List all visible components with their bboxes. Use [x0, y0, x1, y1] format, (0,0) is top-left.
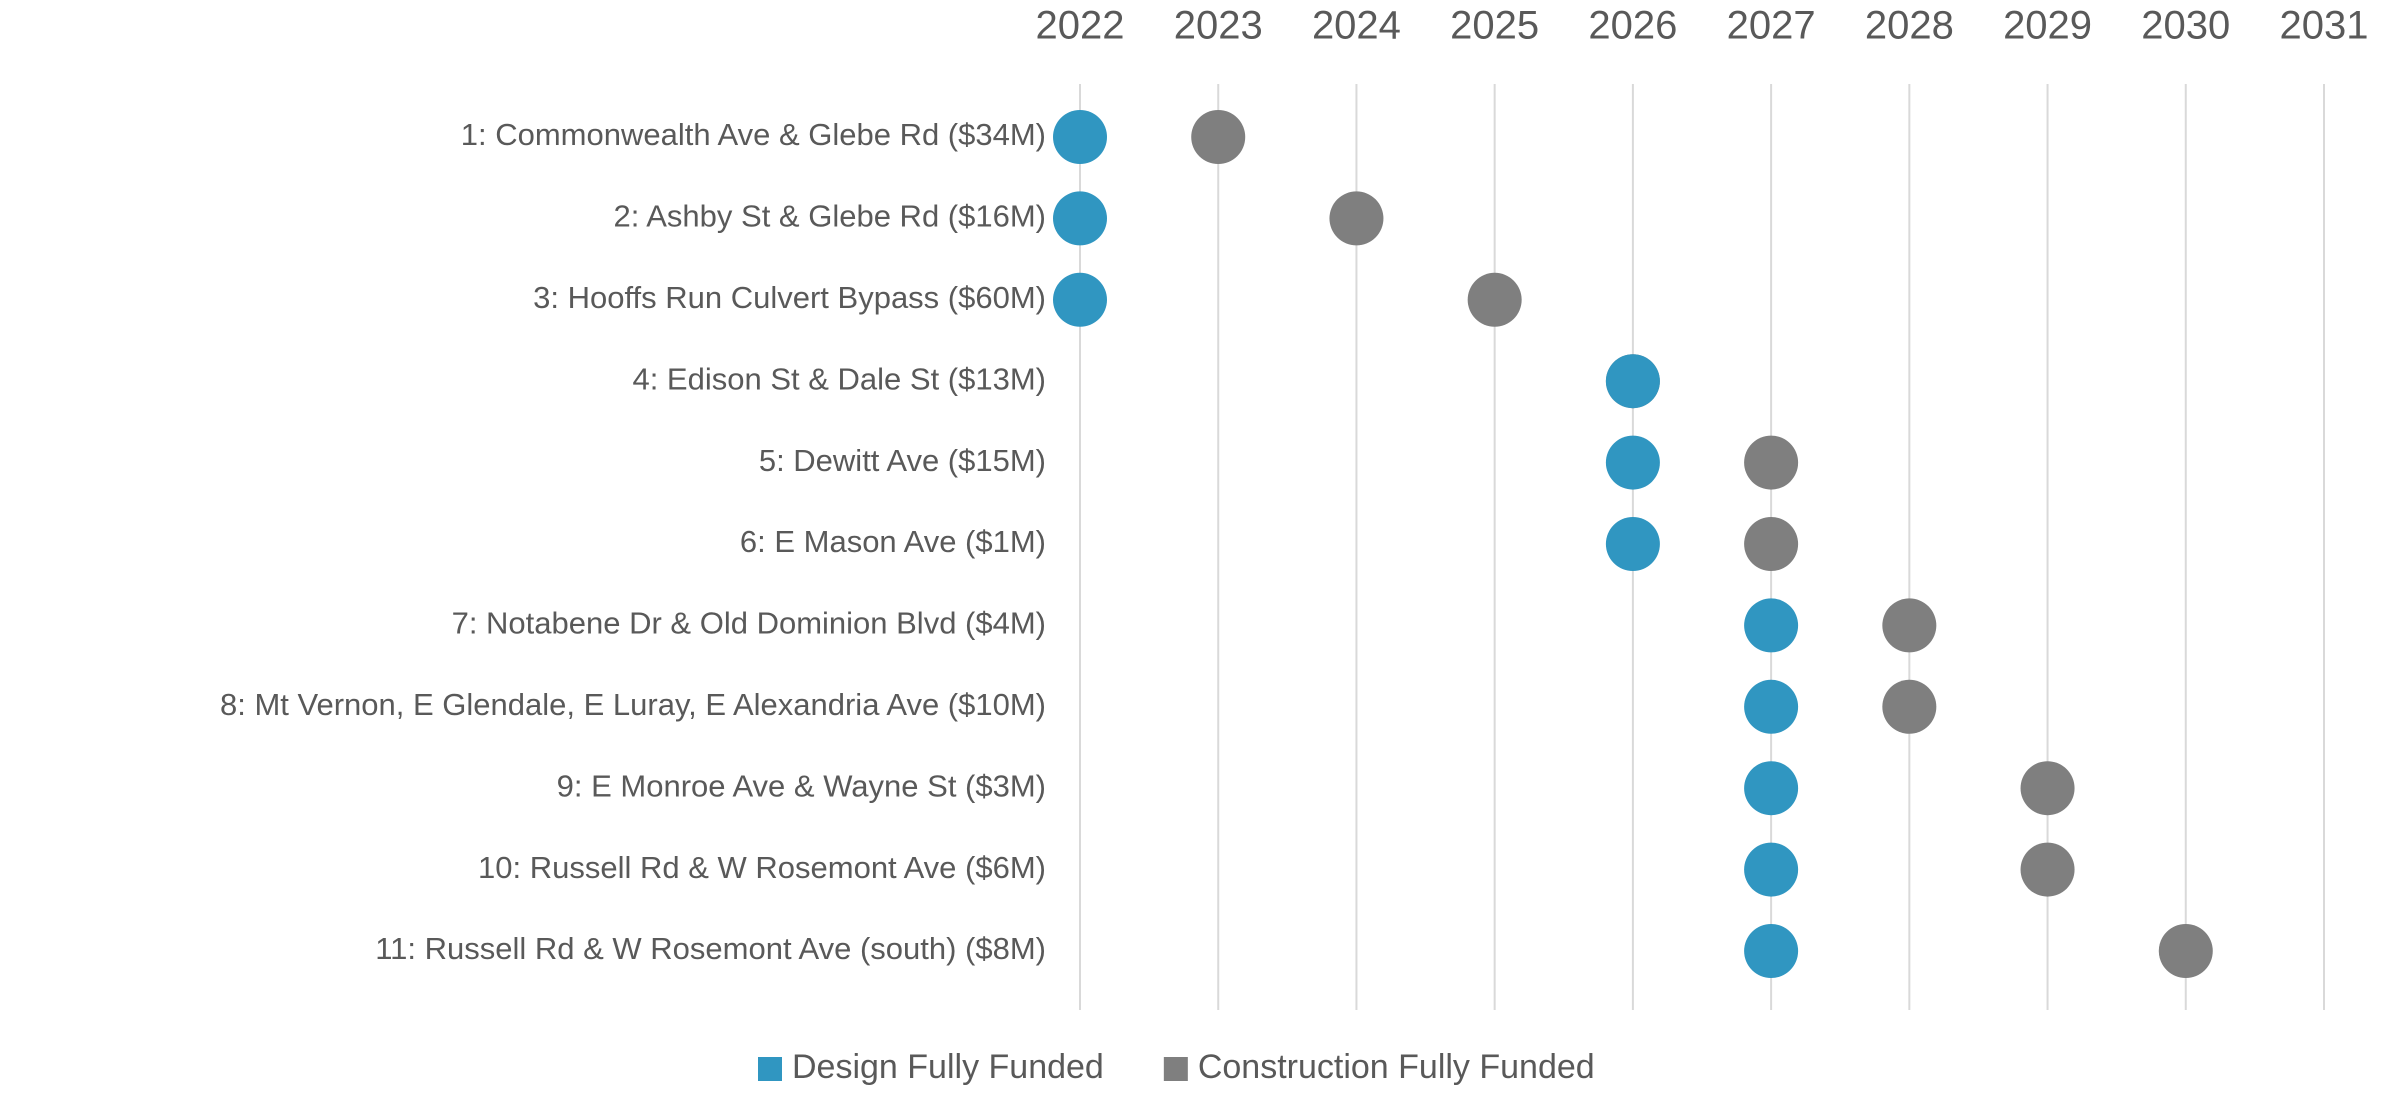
legend-swatch [758, 1057, 782, 1081]
dot [1191, 110, 1246, 164]
legend-label: Construction Fully Funded [1198, 1048, 1595, 1086]
x-tick-label: 2028 [1865, 4, 1954, 48]
x-tick-label: 2023 [1174, 4, 1263, 48]
category-label: 6: E Mason Ave ($1M) [740, 524, 1046, 559]
dot [1744, 517, 1799, 571]
category-label: 3: Hooffs Run Culvert Bypass ($60M) [533, 280, 1046, 315]
dot [1053, 110, 1107, 164]
legend-label: Design Fully Funded [792, 1048, 1104, 1086]
dot [1744, 924, 1799, 978]
dot [1744, 435, 1799, 490]
dot [1053, 191, 1107, 246]
category-label: 7: Notabene Dr & Old Dominion Blvd ($4M) [452, 606, 1046, 641]
dot [2158, 924, 2213, 978]
category-label: 2: Ashby St & Glebe Rd ($16M) [614, 199, 1047, 234]
category-label: 1: Commonwealth Ave & Glebe Rd ($34M) [461, 117, 1046, 152]
category-label: 4: Edison St & Dale St ($13M) [632, 361, 1046, 396]
x-tick-label: 2031 [2280, 4, 2369, 48]
x-tick-label: 2024 [1312, 4, 1401, 48]
dot [1329, 191, 1384, 246]
dot [2020, 842, 2075, 897]
x-tick-label: 2022 [1036, 4, 1125, 48]
category-label: 9: E Monroe Ave & Wayne St ($3M) [557, 768, 1046, 803]
category-label: 11: Russell Rd & W Rosemont Ave (south) … [375, 931, 1046, 966]
dot [2020, 761, 2075, 816]
dot [1467, 272, 1522, 327]
category-label: 8: Mt Vernon, E Glendale, E Luray, E Ale… [220, 687, 1046, 722]
category-label: 5: Dewitt Ave ($15M) [759, 443, 1046, 478]
dot [1744, 598, 1799, 653]
dot [1882, 598, 1937, 653]
dot [1053, 272, 1107, 327]
dot [1605, 517, 1660, 571]
dot [1605, 435, 1660, 490]
dot [1744, 761, 1799, 816]
x-tick-label: 2030 [2141, 4, 2230, 48]
dot [1882, 679, 1937, 734]
x-tick-label: 2026 [1588, 4, 1677, 48]
category-label: 10: Russell Rd & W Rosemont Ave ($6M) [478, 850, 1046, 885]
dot [1744, 679, 1799, 734]
dot [1744, 842, 1799, 897]
legend-swatch [1163, 1057, 1188, 1081]
dot [1605, 354, 1660, 409]
x-tick-label: 2025 [1450, 4, 1539, 48]
x-tick-label: 2027 [1727, 4, 1816, 48]
x-tick-label: 2029 [2003, 4, 2092, 48]
